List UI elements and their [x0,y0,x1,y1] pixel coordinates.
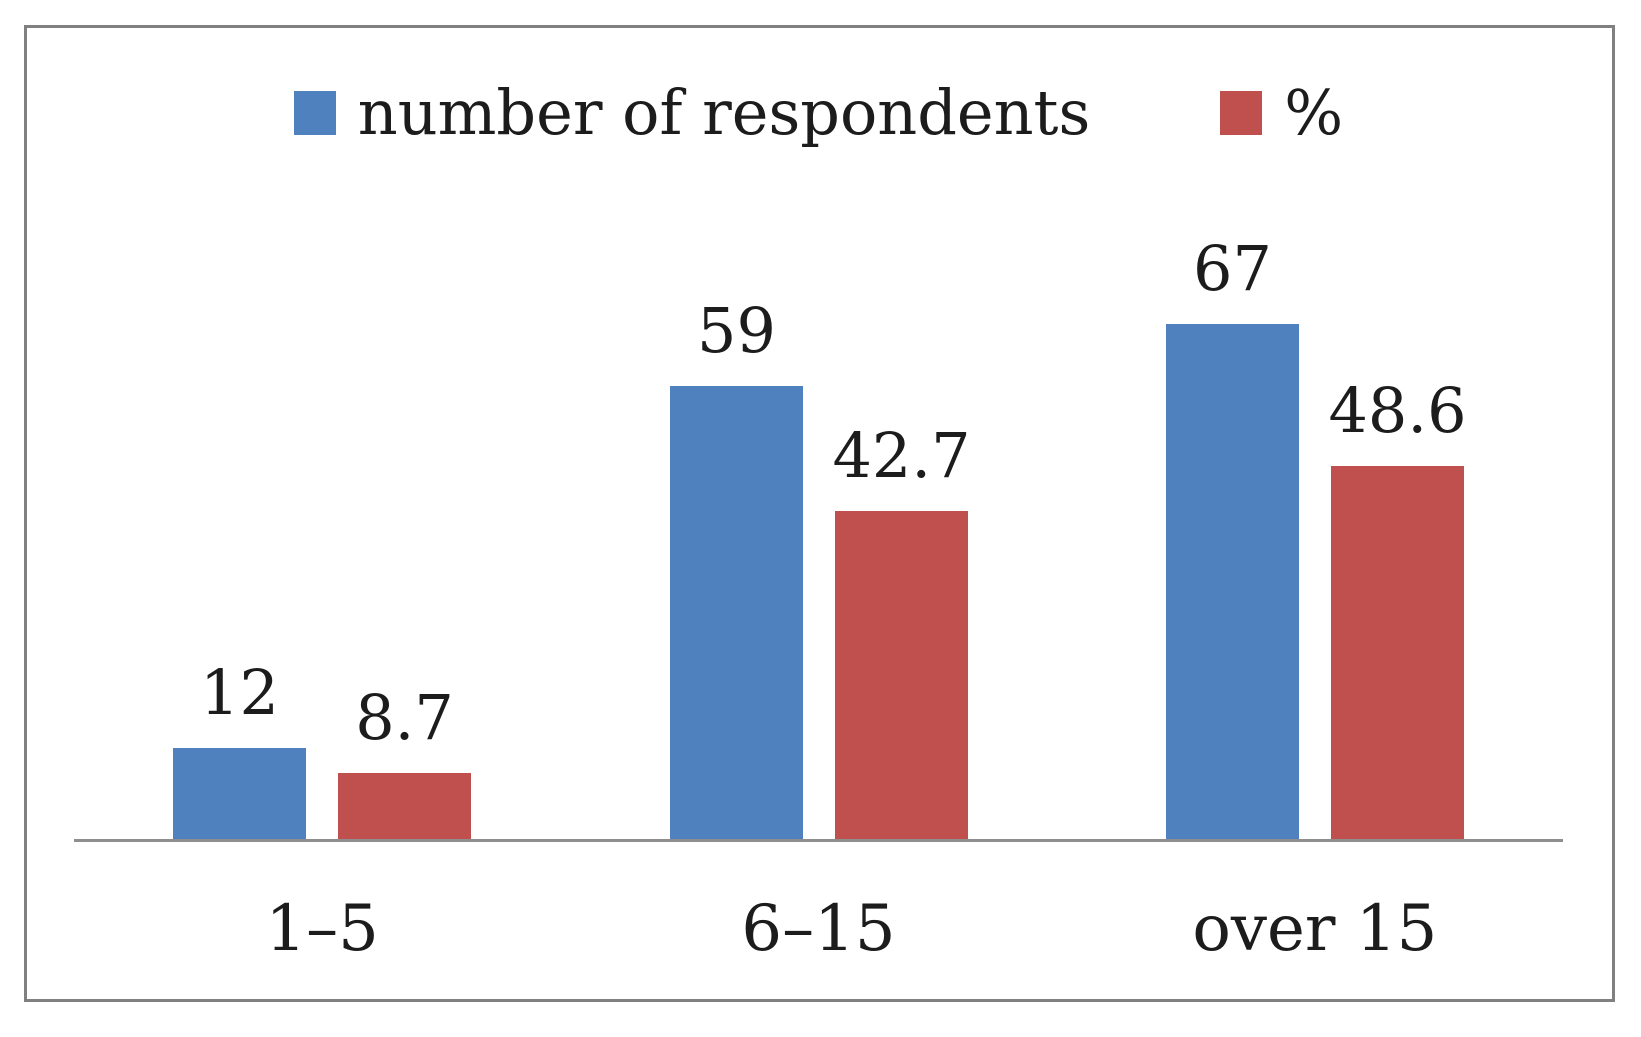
bar-value-label: 8.7 [355,681,454,754]
x-axis-category-label: 6–15 [741,892,896,966]
x-axis-category-label: 1–5 [265,892,379,966]
bar-value-label: 48.6 [1328,374,1467,447]
legend-label-percent: % [1284,76,1344,149]
bar-respondents-3 [1166,324,1299,840]
x-axis-category-label: over 15 [1192,892,1438,966]
bar-value-label: 59 [697,294,776,367]
bar-percent-3 [1331,466,1464,840]
legend: number of respondents % [74,82,1563,144]
bar-value-label: 12 [200,656,279,729]
legend-swatch-percent-icon [1220,91,1263,135]
bar-respondents-1 [173,748,306,840]
bar-respondents-2 [670,386,803,840]
legend-item-percent: % [1220,82,1343,144]
x-axis-labels: 1–5 6–15 over 15 [74,897,1563,967]
legend-label-respondents: number of respondents [357,76,1091,149]
legend-swatch-respondents-icon [293,91,336,135]
plot-area: 12 8.7 59 42.7 67 48.6 [74,180,1563,840]
x-axis-line [74,839,1563,842]
bar-percent-1 [338,773,471,840]
bar-percent-2 [835,511,968,840]
bar-value-label: 67 [1193,232,1272,305]
legend-item-respondents: number of respondents [293,76,1091,149]
bar-value-label: 42.7 [832,419,971,492]
